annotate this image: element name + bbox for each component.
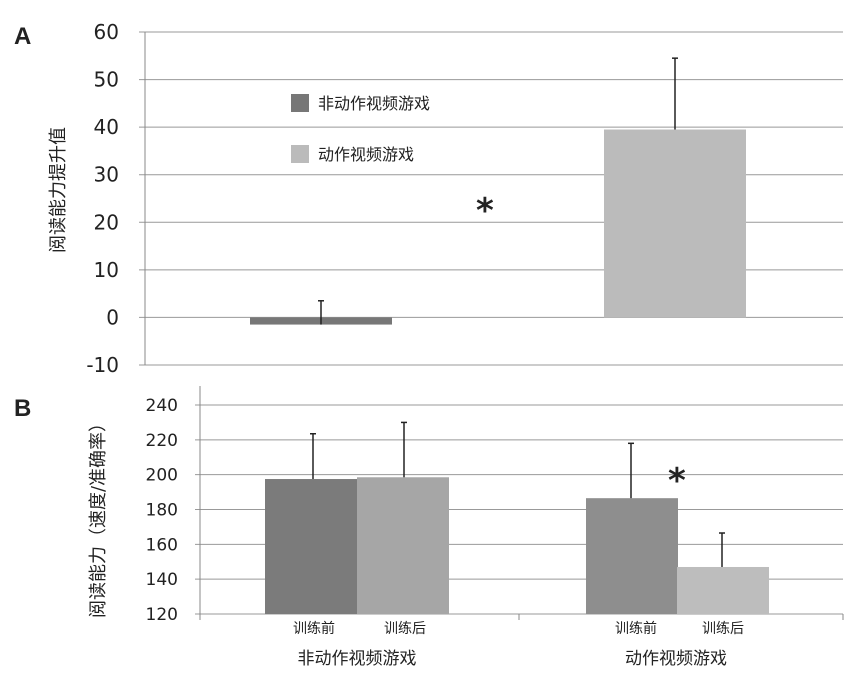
- legend-label-non-action: 非动作视频游戏: [318, 94, 430, 113]
- y-tick-label: 120: [146, 605, 178, 625]
- legend-swatch-non-action: [291, 94, 309, 112]
- y-tick-label: 10: [94, 258, 119, 282]
- panel-b-y-tick-labels: 240 220 200 180 160 140 120: [146, 396, 178, 625]
- y-tick-label: 140: [146, 570, 178, 590]
- category-label: 训练后: [702, 621, 744, 637]
- bar: [586, 498, 678, 614]
- category-label: 训练后: [384, 621, 426, 637]
- y-tick-label: 220: [146, 431, 178, 451]
- bar: [265, 479, 357, 614]
- panel-a: A 60 50 40 30 20 10 0 -10 阅读能力提升值 非动作视频游戏 动作视频游…: [14, 20, 843, 377]
- y-tick-label: 30: [94, 163, 119, 187]
- y-tick-label: 160: [146, 535, 178, 555]
- panel-a-y-axis-title: 阅读能力提升值: [48, 127, 69, 253]
- bar: [604, 129, 746, 318]
- panel-b-bars: [265, 421, 769, 614]
- y-tick-label: 240: [146, 396, 178, 416]
- panel-a-significance-star: *: [476, 191, 494, 231]
- panel-b-significance-star: *: [668, 461, 686, 501]
- panel-b: B 240 220 200 180 160 140 120 阅读能力（速度/准确率） 训练前…: [14, 386, 844, 669]
- panel-letter-a: A: [14, 23, 31, 50]
- category-label: 训练前: [293, 620, 335, 637]
- y-tick-label: 60: [94, 20, 119, 44]
- panel-b-group-label-action: 动作视频游戏: [625, 649, 727, 669]
- panel-a-bars: [250, 57, 746, 325]
- legend-swatch-action: [291, 145, 309, 163]
- legend-label-action: 动作视频游戏: [318, 145, 414, 164]
- y-tick-label: -10: [86, 353, 119, 377]
- category-label: 训练前: [615, 620, 657, 637]
- bar: [677, 566, 769, 614]
- panel-b-group-label-non-action: 非动作视频游戏: [298, 649, 417, 669]
- y-tick-label: 180: [146, 501, 178, 521]
- panel-b-y-axis-title: 阅读能力（速度/准确率）: [88, 414, 109, 618]
- y-tick-label: 0: [106, 305, 119, 329]
- y-tick-label: 50: [94, 68, 119, 92]
- y-tick-label: 20: [94, 210, 119, 234]
- bar: [357, 477, 449, 614]
- panel-b-category-labels: 训练前 训练后 训练前 训练后: [293, 620, 744, 637]
- panel-letter-b: B: [14, 395, 31, 422]
- panel-a-y-tick-labels: 60 50 40 30 20 10 0 -10: [86, 20, 119, 377]
- y-tick-label: 40: [94, 115, 119, 139]
- y-tick-label: 200: [146, 466, 178, 486]
- panel-a-legend: 非动作视频游戏 动作视频游戏: [291, 94, 430, 164]
